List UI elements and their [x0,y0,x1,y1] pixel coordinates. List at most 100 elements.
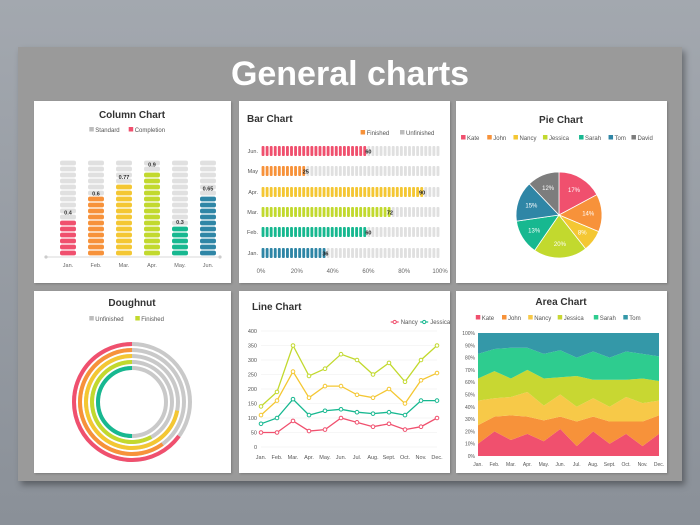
bar-remaining-segment [395,166,399,176]
bar-segment [322,227,326,237]
bar-segment [355,227,359,237]
column-standard-segment [60,190,76,196]
bar-segment [334,207,338,217]
bar-segment [294,207,298,217]
x-tick-label: Jun. [203,263,214,269]
column-bar-segment [144,184,160,190]
line-series [260,370,438,416]
column-bar-segment [60,232,76,238]
doughnut-finished-arc [96,366,133,438]
bar-remaining-segment [420,207,424,217]
column-standard-segment [172,220,188,226]
line-point [418,357,424,363]
line-point [418,378,424,383]
x-tick-label: Sept. [604,462,616,468]
bar-segment [318,207,322,217]
legend-swatch [461,135,466,140]
legend-swatch [89,127,94,132]
line-point [434,343,440,348]
bar-remaining-segment [367,146,371,156]
bar-remaining-segment [330,166,334,176]
pie-slice [534,214,587,259]
x-tick-label: Oct. [400,455,411,461]
bar-segment [314,248,318,258]
x-tick-label: 60% [362,269,375,275]
bar-segment [334,227,338,237]
y-tick-label: 50% [465,393,476,399]
bar-remaining-segment [416,166,420,176]
bar-segment [338,146,342,156]
bar-segment [261,166,265,176]
column-standard-segment [172,160,188,166]
area-chart: Area Chart Kate John Nancy Jessica Sarah Tom 0%… [462,297,664,468]
bar-segment [286,146,289,156]
column-bar-segment [116,238,132,244]
line-point [258,412,264,418]
bar-segment [302,187,306,197]
bar-segment [420,187,424,197]
bar-remaining-segment [420,227,424,237]
legend-swatch [360,130,366,135]
bar-segment [351,227,354,237]
column-bar-segment [88,232,104,238]
line-point [402,401,408,406]
bar-segment [281,146,285,156]
line-point [306,395,312,400]
column-bar-segment [60,244,76,250]
line-point [338,407,344,412]
bar-segment [290,187,293,197]
line-point [354,392,360,398]
bar-segment [375,187,379,197]
bar-remaining-segment [334,166,338,176]
legend-label: Unfinished [95,317,123,323]
legend-swatch [502,315,507,320]
bar-remaining-segment [379,146,383,156]
bar-data-label: 60 [365,150,371,156]
bar-segment [314,146,318,156]
legend-swatch [475,315,481,320]
line-point [306,428,312,434]
bar-segment [351,207,354,217]
bar-segment [302,248,306,258]
bar-remaining-segment [428,248,432,258]
bar-remaining-segment [314,166,318,176]
bar-segment [294,227,298,237]
bar-remaining-segment [403,146,407,156]
column-bar-segment [88,214,104,220]
bar-remaining-segment [432,227,436,237]
bar-data-label: 90 [419,191,425,197]
column-standard-segment [60,172,76,178]
column-bar-segment [200,232,216,238]
bar-segment [281,207,285,217]
x-tick-label: Feb. [90,263,101,269]
bar-remaining-segment [347,166,350,176]
pie-data-label: 12% [542,186,555,192]
bar-segment [286,166,289,176]
bar-segment [298,248,302,258]
x-tick-label: May. [174,263,186,269]
column-standard-segment [200,178,216,184]
bar-remaining-segment [306,166,310,176]
x-tick-label: 0% [257,269,266,275]
area-series [478,415,659,447]
column-bar-segment [144,190,160,196]
column-bar-segment [88,238,104,244]
bar-segment [338,227,342,237]
bar-segment [318,227,322,237]
bar-segment [314,187,318,197]
x-tick-label: Apr. [147,263,157,269]
column-bar-segment [60,250,76,256]
legend-swatch [422,319,427,325]
axis-dot [218,255,222,259]
bar-remaining-segment [399,166,403,176]
bar-remaining-segment [408,207,411,217]
bar-data-label: 72 [387,211,393,217]
bar-remaining-segment [383,166,387,176]
line-point [322,427,328,432]
line-point [274,415,280,421]
column-data-label: 0.77 [119,175,130,181]
bar-segment [298,187,302,197]
legend-label: Unfinished [406,131,434,137]
line-point [402,379,408,385]
legend-label: Jessica [564,316,585,322]
